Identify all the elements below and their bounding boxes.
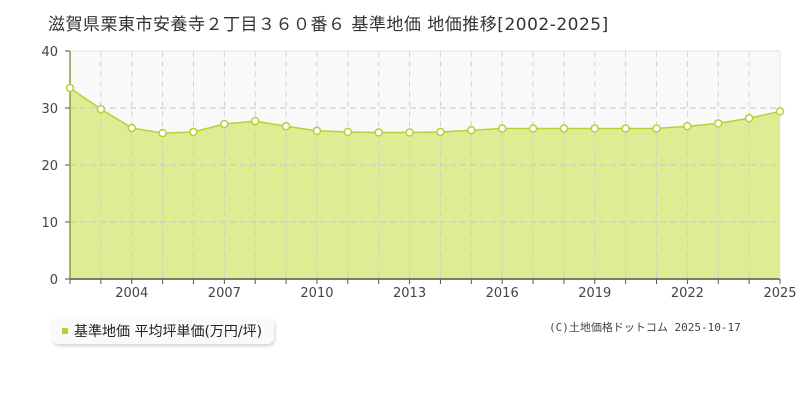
data-point-marker	[744, 114, 754, 123]
chart-legend: 基準地価 平均坪単価(万円/坪)	[52, 318, 275, 344]
x-tick-label: 2010	[300, 286, 333, 301]
x-tick-label: 2019	[578, 286, 611, 301]
data-point-marker	[497, 124, 507, 133]
x-tick-label: 2013	[393, 286, 426, 301]
x-tick-label: 2004	[115, 286, 148, 301]
y-tick-label: 30	[41, 102, 58, 117]
y-tick-label: 40	[41, 45, 58, 60]
area-fill	[70, 88, 780, 279]
data-point-marker	[343, 127, 353, 137]
data-point-marker	[312, 126, 322, 136]
x-tick-label: 2022	[671, 286, 704, 301]
data-point-marker	[405, 128, 414, 137]
data-point-marker	[559, 124, 569, 133]
data-point-marker	[127, 123, 136, 133]
y-tick-label: 20	[41, 159, 58, 174]
data-point-marker	[467, 125, 476, 135]
data-point-marker	[220, 119, 229, 129]
series-line	[69, 87, 781, 134]
x-tick-label: 2016	[486, 286, 519, 301]
y-tick-label: 0	[50, 273, 58, 288]
land-price-chart: 0 10 20 30 40 2004 2007 2010 2013 2016 2019 2022 202…	[41, 45, 796, 301]
copyright-notice: (C)土地価格ドットコム 2025-10-17	[549, 321, 741, 334]
chart-title: 滋賀県栗東市安養寺２丁目３６０番６ 基準地価 地価推移[2002-2025]	[48, 15, 609, 35]
data-point-marker	[96, 104, 106, 114]
x-tick-label: 2025	[763, 286, 796, 301]
data-point-marker	[775, 107, 785, 116]
data-point-marker	[250, 116, 260, 126]
data-point-marker	[374, 128, 383, 137]
data-point-marker	[683, 121, 692, 131]
data-point-marker	[281, 121, 291, 131]
data-point-marker	[652, 124, 661, 133]
legend-swatch-icon	[62, 328, 68, 334]
data-point-marker	[714, 119, 723, 128]
data-point-marker	[189, 127, 198, 137]
data-point-marker	[621, 124, 630, 133]
data-point-marker	[590, 124, 600, 133]
data-point-marker	[65, 83, 75, 93]
legend-label: 基準地価 平均坪単価(万円/坪)	[74, 324, 263, 340]
x-tick-label: 2007	[208, 286, 241, 301]
data-point-marker	[158, 128, 167, 138]
data-point-marker	[528, 124, 538, 133]
data-point-marker	[436, 127, 445, 137]
y-tick-label: 10	[41, 216, 58, 231]
